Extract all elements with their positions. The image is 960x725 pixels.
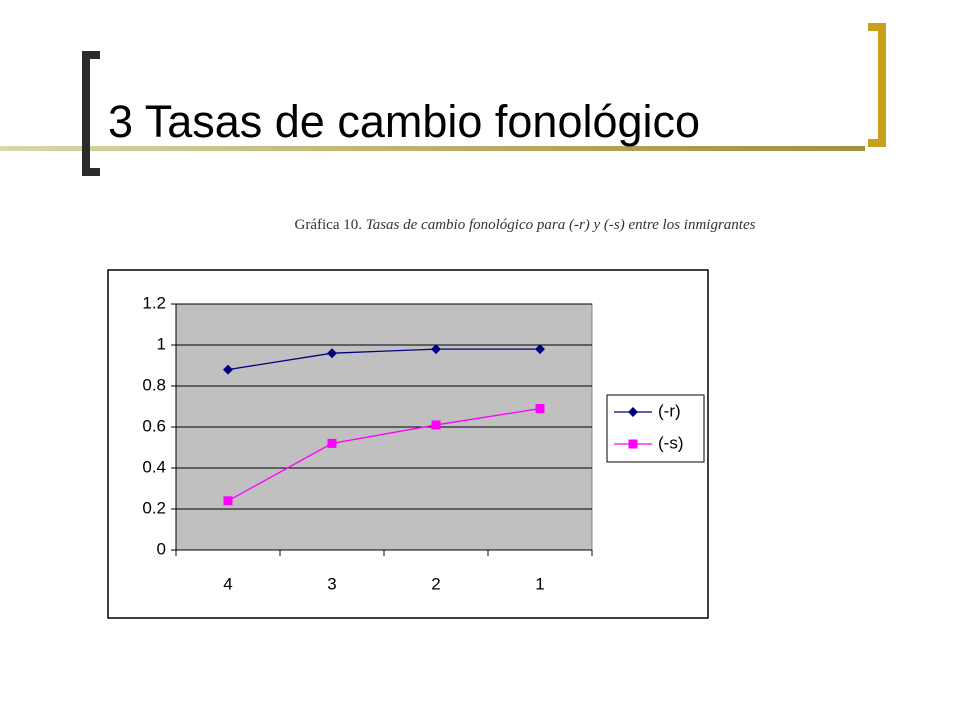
- title-rule: [0, 146, 865, 151]
- y-tick-label: 0.4: [142, 457, 166, 476]
- point: [628, 439, 638, 449]
- y-tick-label: 0.2: [142, 498, 166, 517]
- right-bracket: [868, 23, 886, 147]
- chart-title: Tasas de cambio fonológico para (-r) y (…: [366, 217, 756, 233]
- point: [223, 364, 233, 375]
- point: [327, 348, 337, 359]
- chart: 0 0.2 0.4 0.6 0.8 1 1.2 4 3 2 1 (-r) (-s): [142, 293, 705, 593]
- point: [431, 344, 441, 355]
- legend: [606, 394, 705, 463]
- caption-label: Gráfica 10.: [295, 217, 362, 233]
- point: [327, 438, 337, 448]
- point: [628, 407, 638, 417]
- series-line: [227, 407, 541, 502]
- x-tick-label: 4: [223, 574, 232, 593]
- x-tick-label: 2: [431, 574, 440, 593]
- y-tick-label: 0.6: [142, 416, 166, 435]
- left-bracket: [82, 51, 100, 176]
- point: [535, 344, 545, 355]
- x-tick-label: 3: [327, 574, 336, 593]
- series-line: [227, 348, 540, 371]
- point: [431, 420, 441, 430]
- slide-title: 3 Tasas de cambio fonológico: [108, 96, 700, 147]
- point: [223, 496, 233, 506]
- chart-caption: Gráfica 10. Tasas de cambio fonológico p…: [295, 217, 756, 233]
- y-tick-label: 0.8: [142, 375, 166, 394]
- x-tick-label: 1: [535, 574, 544, 593]
- legend-label: (-r): [658, 401, 681, 420]
- y-tick-label: 1: [157, 334, 166, 353]
- y-tick-label: 0: [157, 539, 166, 558]
- y-tick-label: 1.2: [142, 293, 166, 312]
- point: [535, 404, 545, 414]
- legend-label: (-s): [658, 433, 683, 452]
